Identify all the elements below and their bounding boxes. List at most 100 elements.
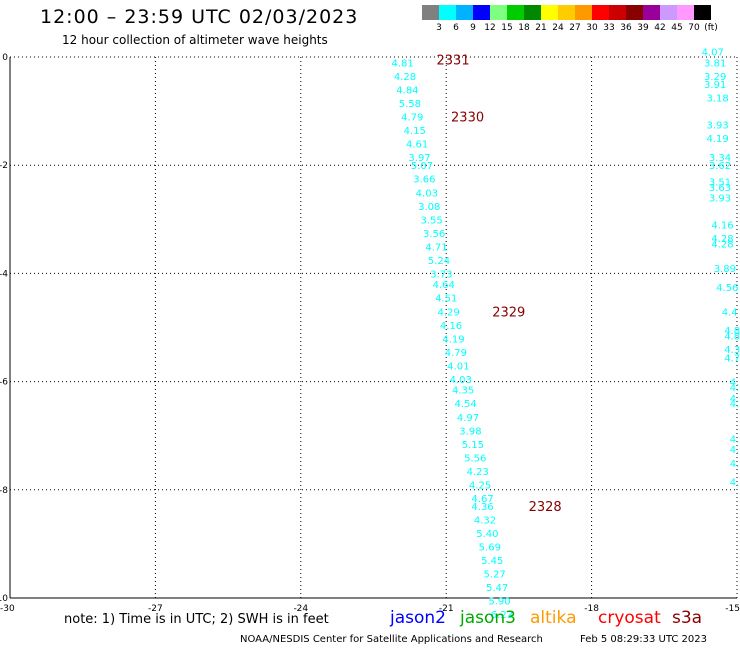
swh-value: 4. <box>730 399 740 410</box>
swh-value: 4.56 <box>716 283 738 294</box>
swh-value: 4.01 <box>447 361 469 372</box>
x-tick-label: -21 <box>439 604 454 614</box>
legend-label: 9 <box>470 23 476 33</box>
legend-swatch <box>643 5 660 20</box>
legend-label: 27 <box>569 23 581 33</box>
legend-label: 39 <box>637 23 649 33</box>
swh-value: 3.08 <box>418 202 440 213</box>
swh-value: 5.07 <box>411 161 433 172</box>
swh-value: 3.62 <box>709 161 731 172</box>
swh-value: 3.93 <box>709 194 731 205</box>
satellite-legend-item: jason3 <box>460 608 516 628</box>
swh-value: 4.25 <box>469 480 491 491</box>
swh-value: 4.32 <box>474 516 496 527</box>
legend-label: 36 <box>620 23 632 33</box>
y-tick-label: -2 <box>0 161 8 171</box>
time-label: 2330 <box>451 111 484 126</box>
swh-value: 4.67 <box>471 494 493 505</box>
swh-value: 4. <box>730 434 740 445</box>
swh-value: 3.18 <box>706 94 728 105</box>
legend-label: 24 <box>552 23 564 33</box>
swh-value: 4. <box>730 383 740 394</box>
x-tick-label: -18 <box>584 604 599 614</box>
legend-swatch <box>422 5 439 20</box>
legend-swatch <box>473 5 490 20</box>
swh-value: 4.19 <box>706 134 728 145</box>
y-axis-ticks: 0 -2 -4 -6 -8 -10 <box>0 53 8 604</box>
swh-value: 5.69 <box>479 543 501 554</box>
swh-value: 4.23 <box>467 467 489 478</box>
legend-swatch <box>558 5 575 20</box>
x-axis-ticks: -30 -27 -24 -21 -18 -15 <box>0 604 740 614</box>
legend-label: 3 <box>436 23 442 33</box>
swh-value: 3.73 <box>430 269 452 280</box>
swh-value: 4.07 <box>702 48 724 59</box>
swh-value: 3.29 <box>704 72 726 83</box>
legend-label: 42 <box>654 23 666 33</box>
legend-label: 21 <box>535 23 547 33</box>
legend-swatch <box>507 5 524 20</box>
swh-value: 6.23 <box>491 610 513 621</box>
legend-swatch <box>677 5 694 20</box>
swh-value: 4.51 <box>435 294 457 305</box>
swh-value: 4.28 <box>711 234 733 245</box>
swh-value: 5.40 <box>476 529 498 540</box>
x-tick-label: -24 <box>293 604 308 614</box>
swh-value: 4.28 <box>394 72 416 83</box>
swh-value: 4.61 <box>406 140 428 151</box>
swh-value: 4.28 <box>711 240 733 251</box>
swh-value: 5.27 <box>484 570 506 581</box>
swh-value: 5.47 <box>486 583 508 594</box>
swh-value: 4.16 <box>440 321 462 332</box>
legend-swatch <box>694 5 711 20</box>
legend-label: 18 <box>518 23 530 33</box>
swh-value: 4.8 <box>724 326 740 337</box>
swh-value: 3.66 <box>413 175 435 186</box>
legend-swatch <box>660 5 677 20</box>
x-tick-label: -15 <box>725 604 740 614</box>
swh-value: 5.56 <box>464 453 486 464</box>
swh-value: 5.45 <box>481 556 503 567</box>
swh-value: 3.55 <box>421 215 443 226</box>
swh-value: 4. <box>730 459 740 470</box>
swh-value: 4. <box>730 445 740 456</box>
swh-value: 4.84 <box>396 85 418 96</box>
legend-swatch <box>439 5 456 20</box>
legend-label: 70 <box>688 23 700 33</box>
legend-swatch <box>490 5 507 20</box>
swh-value: 4.03 <box>416 188 438 199</box>
swh-value: 4.71 <box>425 242 447 253</box>
map-frame <box>9 57 737 599</box>
legend-swatch <box>592 5 609 20</box>
legend-label: 30 <box>586 23 598 33</box>
satellite-legend-item: s3a <box>672 608 703 628</box>
time-label: 2328 <box>529 500 562 515</box>
y-tick-label: -10 <box>0 594 8 604</box>
legend-label: 33 <box>603 23 615 33</box>
swh-value: 3.56 <box>423 229 445 240</box>
swh-value: 3.93 <box>706 121 728 132</box>
swh-value: 3.34 <box>709 153 731 164</box>
x-tick-label: -30 <box>0 604 15 614</box>
swh-value: 4.97 <box>457 413 479 424</box>
y-tick-label: 0 <box>2 53 8 63</box>
swh-value: 4.7 <box>724 353 740 364</box>
legend-swatch <box>541 5 558 20</box>
swh-value: 4.15 <box>404 126 426 137</box>
legend-swatch <box>609 5 626 20</box>
swh-value: 4.16 <box>711 221 733 232</box>
x-tick-label: -27 <box>148 604 163 614</box>
swh-value: 4.81 <box>391 58 413 69</box>
swh-value: 4.19 <box>442 334 464 345</box>
time-labels: 2331 2330 2329 2328 <box>437 54 562 515</box>
legend-swatch <box>575 5 592 20</box>
swh-value: 4.64 <box>433 280 455 291</box>
swh-track-edge: 4.073.81 3.293.91 3.18 3.93 4.19 3.343.62 3.51… <box>702 48 740 489</box>
swh-value: 4.3 <box>724 345 740 356</box>
swh-value: 5.15 <box>462 440 484 451</box>
swh-value: 4.54 <box>454 399 476 410</box>
satellite-legend-item: cryosat <box>598 608 661 628</box>
legend-label: 45 <box>671 23 683 33</box>
swh-value: 3.97 <box>408 153 430 164</box>
